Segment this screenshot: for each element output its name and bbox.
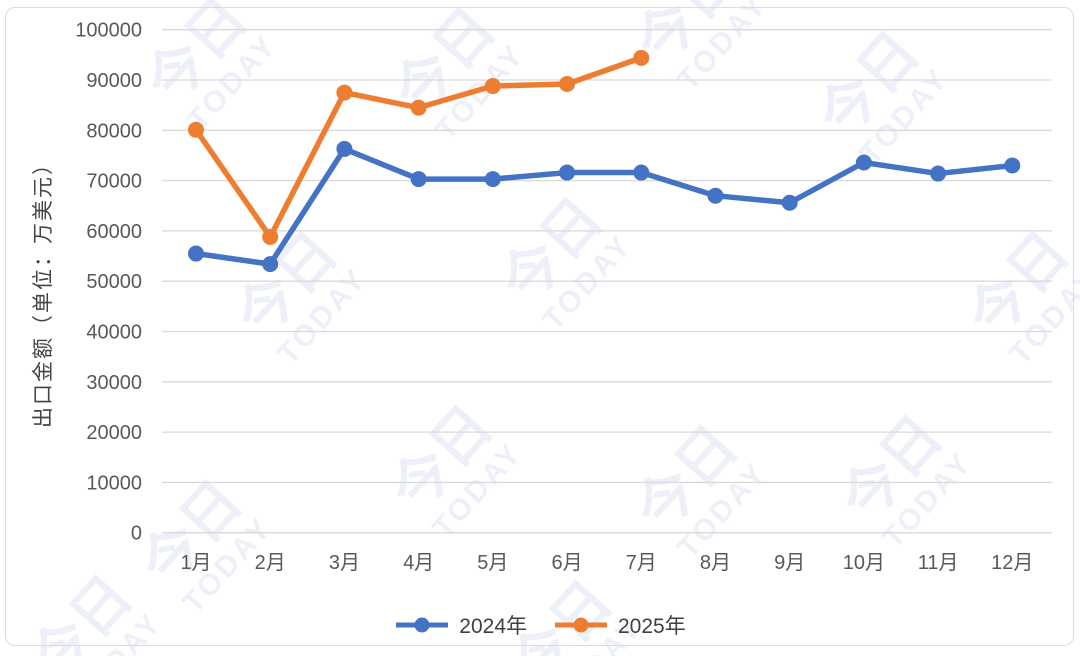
data-point-2024年-1月 — [188, 245, 204, 262]
y-tick-label: 60000 — [86, 221, 142, 243]
x-tick-label: 5月 — [477, 552, 508, 574]
x-tick-label: 2月 — [255, 552, 286, 574]
legend-marker-2025 — [555, 617, 607, 633]
y-tick-label: 0 — [131, 523, 142, 545]
x-tick-label: 7月 — [626, 552, 657, 574]
y-tick-label: 40000 — [86, 322, 142, 344]
x-tick-label: 10月 — [843, 552, 885, 574]
legend-marker-2024 — [396, 617, 449, 633]
data-point-2025年-2月 — [262, 228, 279, 245]
x-tick-label: 6月 — [551, 552, 582, 574]
data-point-2025年-5月 — [484, 78, 501, 95]
series-2025年 — [188, 49, 650, 245]
legend-item-2024: 2024年 — [394, 610, 527, 640]
data-point-2024年-8月 — [707, 187, 724, 204]
data-point-2024年-4月 — [410, 171, 427, 188]
legend-item-2025: 2025年 — [553, 610, 686, 640]
y-tick-label: 80000 — [86, 120, 142, 142]
y-tick-label: 100000 — [75, 20, 142, 42]
data-point-2024年-5月 — [484, 171, 501, 188]
gridlines — [162, 29, 1052, 534]
x-tick-label: 3月 — [329, 552, 360, 574]
y-tick-labels: 0 10000 20000 30000 40000 50000 60000 70000 8000… — [75, 20, 142, 545]
x-tick-labels: 1月 2月 3月 4月 5月 6月 7月 8月 9月 10月 11月 12月 — [180, 552, 1033, 574]
legend-label-2024: 2024年 — [459, 615, 527, 638]
legend-label-2025: 2025年 — [618, 615, 686, 638]
data-point-2024年-3月 — [336, 140, 353, 157]
x-tick-label: 1月 — [180, 552, 211, 574]
data-point-2024年-6月 — [559, 164, 576, 181]
series-2024年 — [188, 140, 1021, 273]
data-point-2024年-11月 — [930, 165, 947, 182]
y-tick-label: 50000 — [86, 271, 142, 293]
x-tick-label: 8月 — [700, 552, 731, 574]
y-tick-label: 10000 — [86, 472, 142, 494]
y-tick-label: 30000 — [86, 372, 142, 394]
x-tick-label: 11月 — [918, 552, 959, 574]
y-tick-label: 90000 — [86, 70, 142, 92]
x-tick-label: 9月 — [774, 552, 805, 574]
y-tick-label: 20000 — [86, 422, 142, 444]
y-tick-label: 70000 — [86, 171, 142, 193]
data-point-2025年-6月 — [559, 76, 576, 93]
data-point-2025年-3月 — [336, 84, 353, 101]
data-point-2025年-4月 — [410, 99, 427, 116]
data-point-2024年-7月 — [633, 164, 650, 181]
data-point-2024年-9月 — [781, 194, 798, 211]
x-tick-label: 12月 — [991, 552, 1033, 574]
data-point-2025年-1月 — [188, 121, 204, 138]
series-line-2024年 — [193, 146, 1016, 267]
legend: 2024年 2025年 — [0, 610, 1080, 640]
data-point-2024年-12月 — [1004, 157, 1021, 174]
data-point-2025年-7月 — [633, 49, 650, 66]
data-point-2024年-2月 — [262, 256, 279, 273]
data-point-2024年-10月 — [855, 154, 872, 171]
x-tick-label: 4月 — [403, 552, 434, 574]
